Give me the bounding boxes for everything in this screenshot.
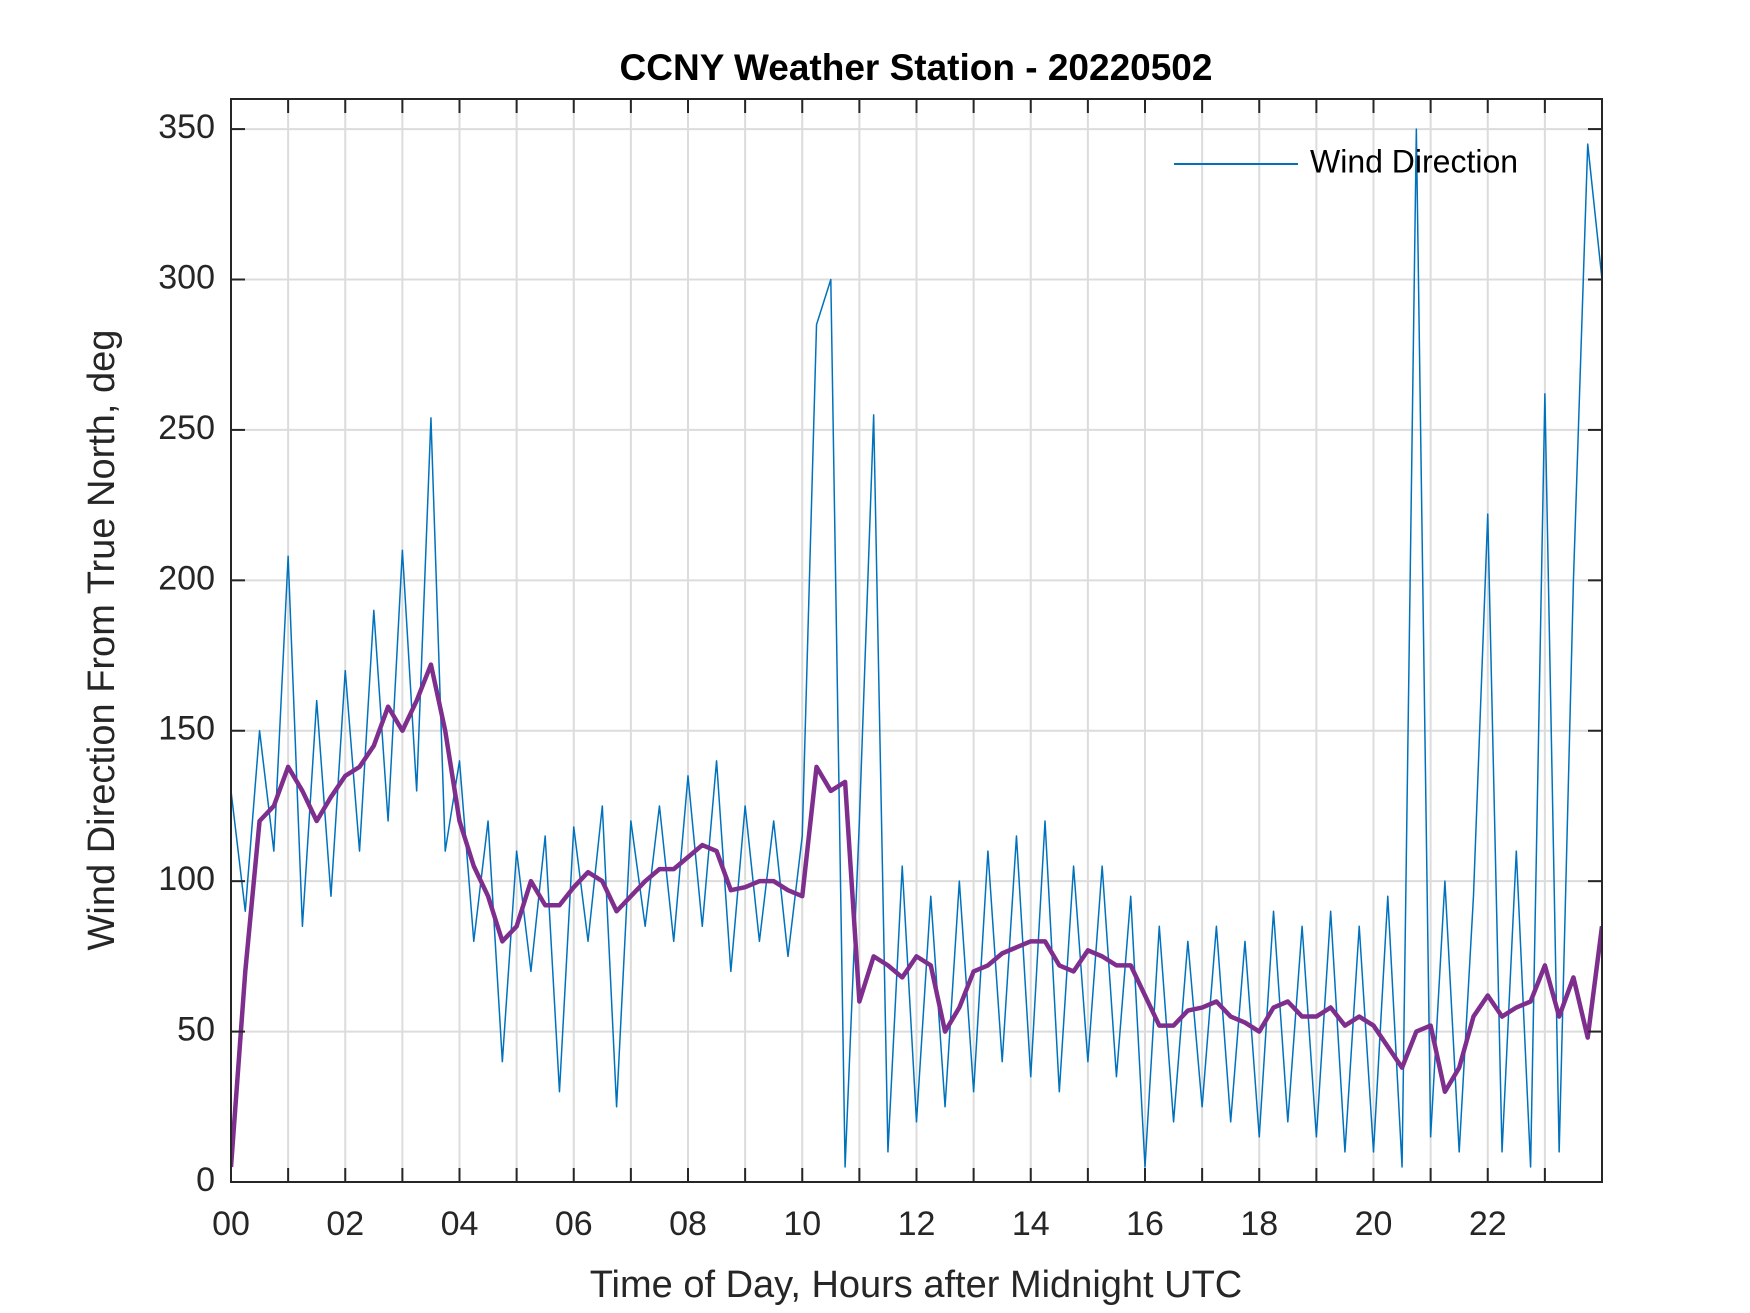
- x-tick-label: 22: [1469, 1205, 1507, 1243]
- y-tick-label: 350: [158, 108, 215, 146]
- legend: Wind Direction: [1174, 143, 1518, 179]
- x-tick-label: 00: [212, 1205, 250, 1243]
- y-axis-label: Wind Direction From True North, deg: [81, 330, 123, 951]
- x-tick-label: 12: [898, 1205, 936, 1243]
- legend-label: Wind Direction: [1310, 143, 1518, 179]
- x-tick-label: 14: [1012, 1205, 1050, 1243]
- y-tick-label: 200: [158, 559, 215, 597]
- y-tick-label: 100: [158, 860, 215, 898]
- x-tick-label: 10: [783, 1205, 821, 1243]
- ticks: 00 02 04 06 08 10 12 14 16 18 20 22 0 50 100 150 200 250 3…: [158, 99, 1602, 1243]
- x-tick-label: 18: [1240, 1205, 1278, 1243]
- x-tick-label: 08: [669, 1205, 707, 1243]
- chart-title: CCNY Weather Station - 20220502: [620, 47, 1213, 88]
- y-tick-label: 250: [158, 409, 215, 447]
- x-tick-label: 02: [326, 1205, 364, 1243]
- y-tick-label: 0: [196, 1161, 215, 1199]
- y-tick-label: 50: [177, 1011, 215, 1049]
- lines: [231, 128, 1602, 1168]
- data-line: [231, 662, 1602, 1168]
- grid: [230, 99, 1602, 1183]
- y-tick-label: 150: [158, 710, 215, 748]
- x-tick-label: 06: [555, 1205, 593, 1243]
- x-tick-label: 04: [441, 1205, 479, 1243]
- x-tick-label: 20: [1355, 1205, 1393, 1243]
- y-tick-label: 300: [158, 258, 215, 296]
- x-tick-label: 16: [1126, 1205, 1164, 1243]
- data-line: [231, 128, 1602, 1168]
- x-axis-label: Time of Day, Hours after Midnight UTC: [590, 1264, 1243, 1306]
